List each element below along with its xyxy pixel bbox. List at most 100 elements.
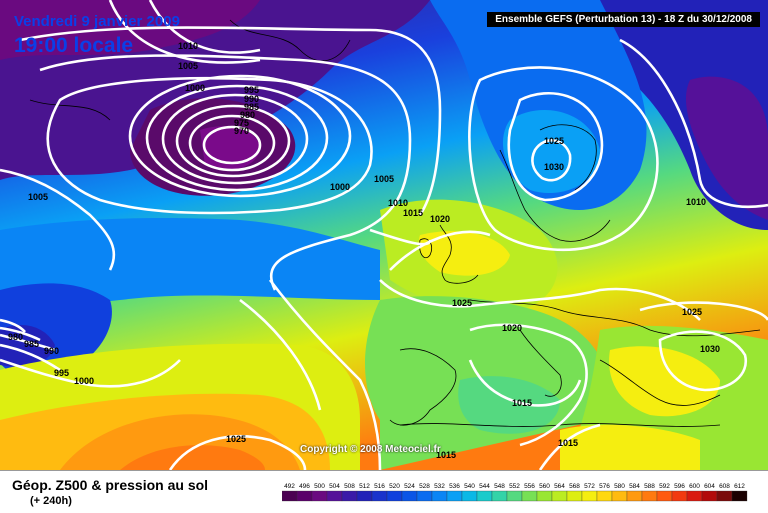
isobar-label: 1010	[686, 197, 706, 207]
legend-value: 596	[674, 483, 685, 490]
legend-swatch	[386, 490, 403, 502]
isobar-985-west	[0, 326, 41, 342]
legend-value: 496	[299, 483, 310, 490]
isobars	[0, 0, 768, 470]
legend-swatch	[491, 490, 508, 502]
legend-swatch	[356, 490, 373, 502]
isobar-label: 980	[8, 332, 23, 342]
isobar-1015-west2	[239, 298, 322, 411]
isobar-label: 975	[234, 118, 249, 128]
legend-value: 548	[494, 483, 505, 490]
isobar-1030-east	[658, 330, 748, 392]
isobar-1020-mid	[268, 279, 382, 470]
legend-value: 572	[584, 483, 595, 490]
legend-value: 528	[419, 483, 430, 490]
isobar-label: 985	[24, 339, 39, 349]
isobar-label: 1025	[452, 298, 472, 308]
legend-swatch	[476, 490, 493, 502]
legend-swatch	[311, 490, 328, 502]
isobar-label: 990	[44, 346, 59, 356]
isobar-1025-south	[379, 279, 701, 321]
isobar-label: 1000	[330, 182, 350, 192]
forecast-hour: (+ 240h)	[30, 495, 72, 507]
legend-swatch	[371, 490, 388, 502]
legend-swatch	[431, 490, 448, 502]
legend-value: 512	[359, 483, 370, 490]
isobar-label: 1030	[544, 162, 564, 172]
local-time: 19:00 locale	[14, 34, 134, 57]
legend-value: 588	[644, 483, 655, 490]
legend-value: 600	[689, 483, 700, 490]
legend-swatch	[446, 490, 463, 502]
isobar-label: 1005	[28, 192, 48, 202]
isobar-label: 1030	[700, 344, 720, 354]
isobar-995	[128, 74, 352, 198]
isobar-label: 1015	[512, 398, 532, 408]
legend-value: 520	[389, 483, 400, 490]
geopotential-field	[0, 0, 768, 470]
legend-swatch	[626, 490, 643, 502]
legend-value: 608	[719, 483, 730, 490]
isobar-label: 990	[244, 94, 259, 104]
legend-swatch	[551, 490, 568, 502]
legend-value: 584	[629, 483, 640, 490]
isobar-label: 1015	[558, 438, 578, 448]
isobar-label: 1015	[403, 208, 423, 218]
legend-value: 556	[524, 483, 535, 490]
legend-swatch	[536, 490, 553, 502]
legend-swatch	[461, 490, 478, 502]
legend-swatch	[671, 490, 688, 502]
isobar-label: 1025	[544, 136, 564, 146]
isobar-980	[175, 104, 291, 178]
isobar-label: 980	[240, 110, 255, 120]
legend-swatch	[341, 490, 358, 502]
isobar-label: 970	[234, 126, 249, 136]
legend-swatch	[282, 490, 298, 502]
copyright-notice: Copyright © 2008 Meteociel.fr	[300, 444, 441, 455]
isobar-label: 1025	[682, 307, 702, 317]
isobar-label: 985	[244, 102, 259, 112]
isobar-label: 1000	[185, 83, 205, 93]
isobar-1000-west	[0, 358, 181, 388]
model-run-info: Ensemble GEFS (Perturbation 13) - 18 Z d…	[487, 12, 760, 27]
isobar-1025-high	[507, 92, 604, 202]
isobar-label: 995	[244, 85, 259, 95]
legend-swatch	[641, 490, 658, 502]
isobar-label: 1020	[430, 214, 450, 224]
isobar-1015-south	[538, 423, 601, 470]
legend-value: 604	[704, 483, 715, 490]
legend-swatch	[566, 490, 583, 502]
isobar-985	[161, 93, 309, 185]
isobar-labels: 1010 1005 1000 995 990 985 980 975 970 1…	[8, 41, 720, 460]
legend-value: 536	[449, 483, 460, 490]
legend-value: 500	[314, 483, 325, 490]
isobar-1030-high	[531, 139, 572, 182]
isobar-label: 1005	[178, 61, 198, 71]
legend-swatch	[521, 490, 538, 502]
isobar-975	[188, 114, 276, 172]
footer-bar: Géop. Z500 & pression au sol (+ 240h) 49…	[0, 470, 768, 513]
legend-value: 524	[404, 483, 415, 490]
legend-value: 544	[479, 483, 490, 490]
isobar-1020-west	[389, 230, 491, 271]
legend-swatch	[731, 490, 748, 502]
legend-swatch	[581, 490, 598, 502]
legend-value: 552	[509, 483, 520, 490]
color-scale-legend: 492 496 500 504 508 512 516 520 524 528 532 536 540 5…	[282, 483, 748, 502]
isobar-1025-azores	[168, 434, 307, 470]
legend-value: 516	[374, 483, 385, 490]
isobar-1010-north	[19, 26, 442, 216]
isobar-label: 1010	[388, 198, 408, 208]
isobar-label: 1025	[226, 434, 246, 444]
legend-swatch	[296, 490, 313, 502]
isobar-1010-east	[619, 38, 768, 209]
isobar-label: 1005	[374, 174, 394, 184]
legend-value: 560	[539, 483, 550, 490]
legend-swatch	[596, 490, 613, 502]
legend-value: 540	[464, 483, 475, 490]
legend-swatch	[401, 490, 418, 502]
product-title: Géop. Z500 & pression au sol	[12, 477, 209, 493]
isobar-1005-north2	[108, 0, 261, 64]
isobar-1005-west	[0, 168, 116, 271]
isobar-1015-mid	[468, 359, 582, 407]
